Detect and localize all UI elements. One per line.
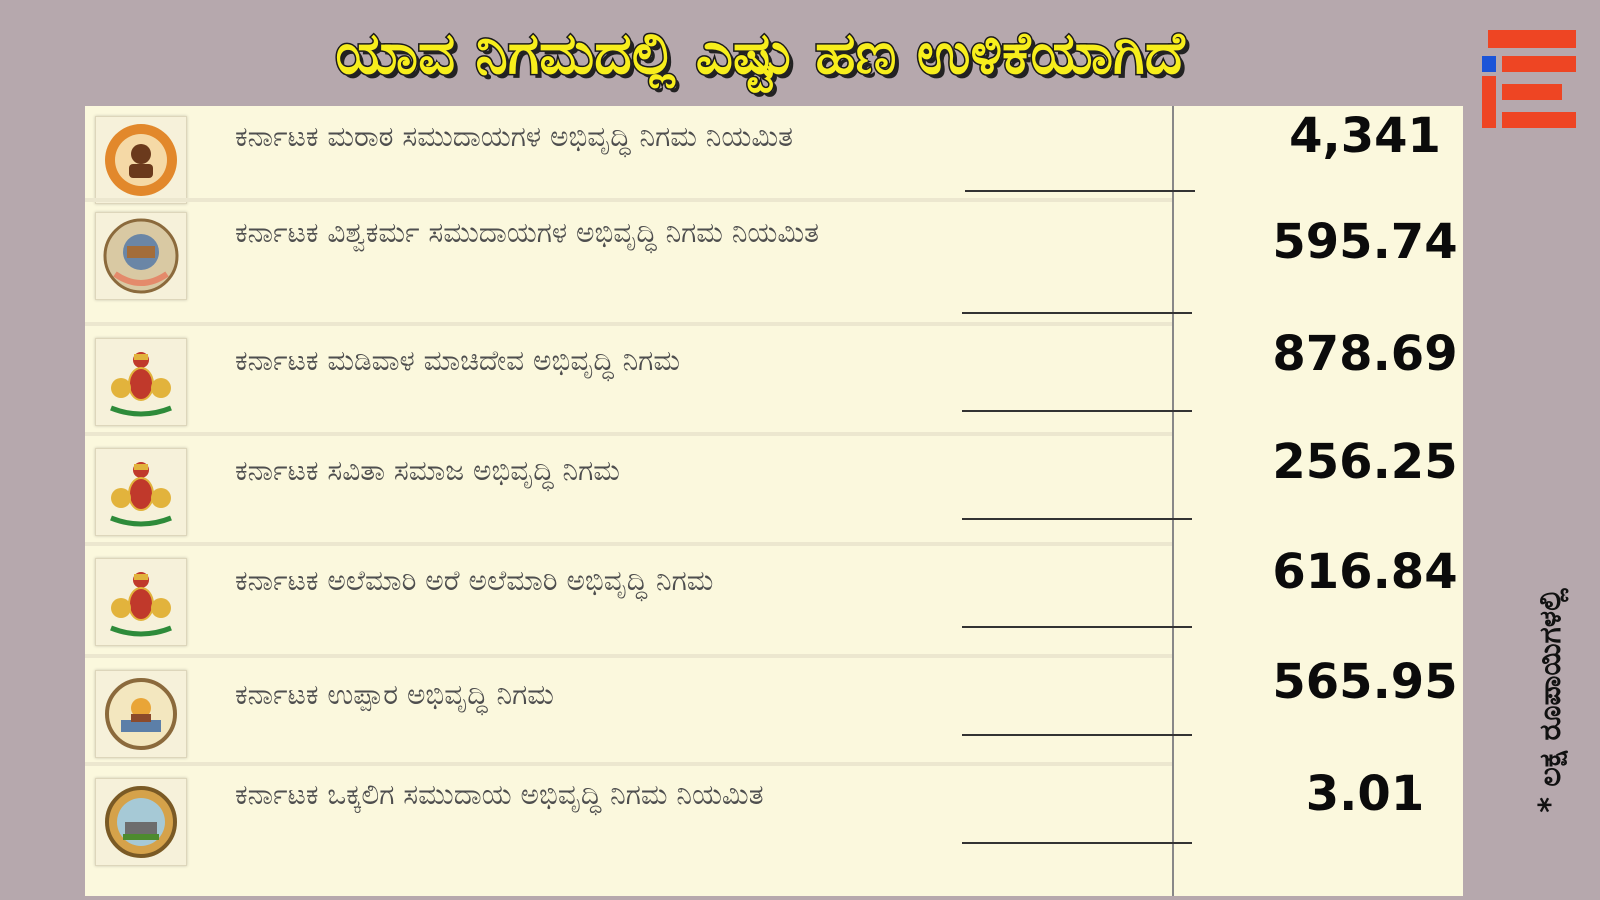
corporation-name: ಕರ್ನಾಟಕ ಒಕ್ಕಲಿಗ ಸಮುದಾಯ ಅಭಿವೃದ್ಧಿ ನಿಗಮ ನಿ…: [235, 778, 764, 811]
amount-value: 4,341: [1289, 108, 1441, 164]
amount-value: 565.95: [1272, 654, 1458, 710]
row-separator: [85, 198, 1172, 202]
corporation-name: ಕರ್ನಾಟಕ ಮರಾಠ ಸಮುದಾಯಗಳ ಅಭಿವೃದ್ಧಿ ನಿಗಮ ನಿಯ…: [235, 120, 793, 153]
amount-value: 595.74: [1272, 214, 1458, 270]
amount-value: 616.84: [1272, 544, 1458, 600]
amount-underline: [962, 842, 1192, 844]
corporation-table: ಕರ್ನಾಟಕ ಮರಾಠ ಸಮುದಾಯಗಳ ಅಭಿವೃದ್ಧಿ ನಿಗಮ ನಿಯ…: [85, 106, 1463, 896]
amount-value: 878.69: [1272, 326, 1458, 382]
column-divider: [1172, 106, 1174, 896]
table-row: ಕರ್ನಾಟಕ ಸವಿತಾ ಸಮಾಜ ಅಭಿವೃದ್ಧಿ ನಿಗಮ 256.25: [85, 434, 1463, 550]
corporation-name: ಕರ್ನಾಟಕ ಸವಿತಾ ಸಮಾಜ ಅಭಿವೃದ್ಧಿ ನಿಗಮ: [235, 454, 620, 487]
amount-underline: [962, 410, 1192, 412]
row-separator: [85, 654, 1172, 658]
table-row: ಕರ್ನಾಟಕ ಅಲೆಮಾರಿ ಅರೆ ಅಲೆಮಾರಿ ಅಭಿವೃದ್ಧಿ ನಿ…: [85, 544, 1463, 662]
headline: ಯಾವ ನಿಗಮದಲ್ಲಿ ಎಷ್ಟು ಹಣ ಉಳಿಕೆಯಾಗಿದೆ: [334, 18, 1186, 89]
uppara-seal-icon: [95, 670, 187, 758]
amount-value: 3.01: [1305, 766, 1425, 822]
corporation-name: ಕರ್ನಾಟಕ ವಿಶ್ವಕರ್ಮ ಸಮುದಾಯಗಳ ಅಭಿವೃದ್ಧಿ ನಿಗ…: [235, 216, 819, 249]
table-row: ಕರ್ನಾಟಕ ಉಪ್ಪಾರ ಅಭಿವೃದ್ಧಿ ನಿಗಮ 565.95: [85, 654, 1463, 766]
corporation-name: ಕರ್ನಾಟಕ ಅಲೆಮಾರಿ ಅರೆ ಅಲೆಮಾರಿ ಅಭಿವೃದ್ಧಿ ನಿ…: [235, 564, 714, 597]
amount-value: 256.25: [1272, 434, 1458, 490]
maratha-seal-icon: [95, 116, 187, 204]
row-separator: [85, 432, 1172, 436]
amount-underline: [962, 312, 1192, 314]
karnataka-emblem-icon: [95, 338, 187, 426]
karnataka-emblem-icon: [95, 558, 187, 646]
table-row: ಕರ್ನಾಟಕ ಒಕ್ಕಲಿಗ ಸಮುದಾಯ ಅಭಿವೃದ್ಧಿ ನಿಗಮ ನಿ…: [85, 766, 1463, 880]
table-row: ಕರ್ನಾಟಕ ಮರಾಠ ಸಮುದಾಯಗಳ ಅಭಿವೃದ್ಧಿ ನಿಗಮ ನಿಯ…: [85, 106, 1463, 218]
amount-underline: [962, 518, 1192, 520]
amount-underline: [962, 734, 1192, 736]
row-separator: [85, 322, 1172, 326]
brand-logo-icon: [1482, 30, 1576, 128]
corporation-name: ಕರ್ನಾಟಕ ಉಪ್ಪಾರ ಅಭಿವೃದ್ಧಿ ನಿಗಮ: [235, 678, 554, 711]
unit-note: * ಲಕ್ಷ ರೂಪಾಯಿಗಳಲ್ಲಿ: [1532, 587, 1568, 813]
vokkaliga-seal-icon: [95, 778, 187, 866]
karnataka-emblem-icon: [95, 448, 187, 536]
table-row: ಕರ್ನಾಟಕ ಮಡಿವಾಳ ಮಾಚಿದೇವ ಅಭಿವೃದ್ಧಿ ನಿಗಮ 87…: [85, 326, 1463, 440]
table-row: ಕರ್ನಾಟಕ ವಿಶ್ವಕರ್ಮ ಸಮುದಾಯಗಳ ಅಭಿವೃದ್ಧಿ ನಿಗ…: [85, 206, 1463, 326]
row-separator: [85, 762, 1172, 766]
corporation-name: ಕರ್ನಾಟಕ ಮಡಿವಾಳ ಮಾಚಿದೇವ ಅಭಿವೃದ್ಧಿ ನಿಗಮ: [235, 344, 680, 377]
amount-underline: [965, 190, 1195, 192]
row-separator: [85, 542, 1172, 546]
amount-underline: [962, 626, 1192, 628]
vishwakarma-seal-icon: [95, 212, 187, 300]
